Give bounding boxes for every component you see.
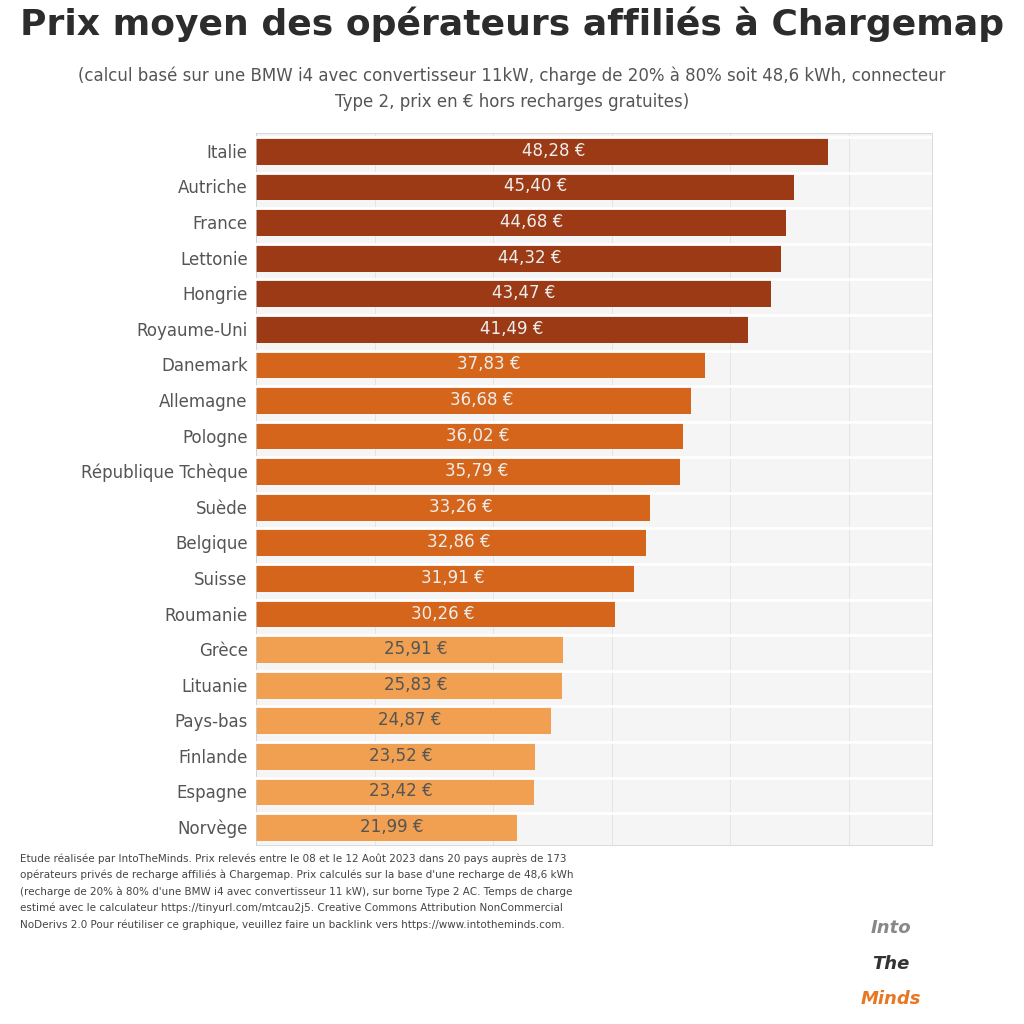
Bar — [256, 315, 748, 343]
Bar — [256, 208, 785, 236]
Text: Prix moyen des opérateurs affiliés à Chargemap: Prix moyen des opérateurs affiliés à Cha… — [19, 6, 1005, 42]
Text: 24,87 €: 24,87 € — [378, 712, 441, 729]
Text: 41,49 €: 41,49 € — [480, 319, 544, 338]
Bar — [256, 350, 705, 378]
Bar — [256, 422, 683, 450]
Text: 30,26 €: 30,26 € — [411, 604, 474, 623]
Bar — [256, 635, 563, 663]
Bar — [256, 528, 645, 556]
Bar — [256, 386, 691, 414]
Bar — [256, 458, 680, 485]
Text: Into: Into — [870, 919, 911, 937]
Text: 25,91 €: 25,91 € — [384, 640, 447, 658]
Bar — [256, 600, 614, 628]
Text: 37,83 €: 37,83 € — [458, 355, 521, 374]
Bar — [256, 813, 517, 841]
Bar — [256, 244, 781, 271]
Text: 33,26 €: 33,26 € — [429, 498, 493, 516]
Text: 25,83 €: 25,83 € — [384, 676, 447, 693]
Text: 32,86 €: 32,86 € — [427, 534, 490, 551]
Text: The: The — [872, 954, 909, 973]
Text: 23,42 €: 23,42 € — [369, 782, 432, 801]
Bar — [256, 280, 771, 307]
Bar — [256, 173, 795, 201]
Text: 35,79 €: 35,79 € — [445, 462, 508, 480]
Text: 23,52 €: 23,52 € — [370, 746, 433, 765]
Bar — [256, 564, 634, 592]
Bar — [256, 671, 562, 698]
Text: 44,68 €: 44,68 € — [500, 213, 563, 231]
Text: 45,40 €: 45,40 € — [504, 177, 567, 196]
Bar — [256, 707, 551, 734]
Bar — [256, 742, 535, 770]
Text: 43,47 €: 43,47 € — [493, 285, 556, 302]
Bar — [256, 493, 650, 520]
Bar — [256, 777, 534, 805]
Text: 21,99 €: 21,99 € — [359, 818, 423, 836]
Text: 36,02 €: 36,02 € — [446, 427, 510, 444]
Text: 48,28 €: 48,28 € — [522, 142, 586, 160]
Text: 31,91 €: 31,91 € — [421, 569, 484, 587]
Bar — [256, 137, 828, 165]
Text: Etude réalisée par IntoTheMinds. Prix relevés entre le 08 et le 12 Août 2023 dan: Etude réalisée par IntoTheMinds. Prix re… — [20, 853, 574, 930]
Text: 36,68 €: 36,68 € — [451, 391, 514, 409]
Text: (calcul basé sur une BMW i4 avec convertisseur 11kW, charge de 20% à 80% soit 48: (calcul basé sur une BMW i4 avec convert… — [78, 67, 946, 112]
Text: Minds: Minds — [860, 990, 922, 1009]
Text: 44,32 €: 44,32 € — [498, 249, 561, 266]
